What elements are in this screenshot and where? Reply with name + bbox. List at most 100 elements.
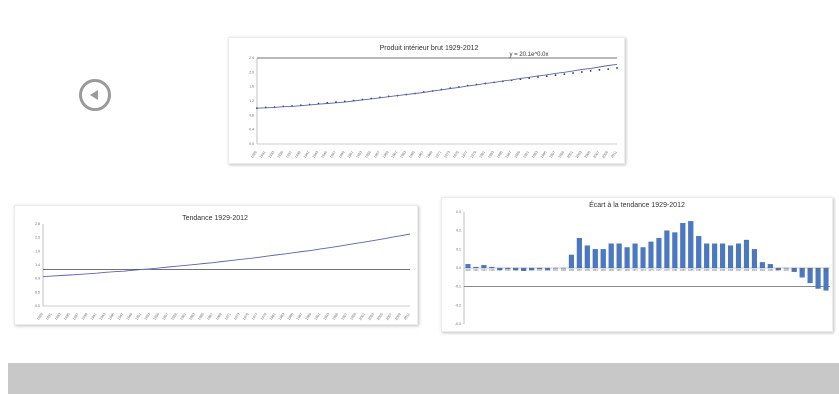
chart-trend-svg: Tendance 1929-2012 0.0 0.5 0.9 1.4 1.9 2.3 2.8… [35,215,411,321]
x-tick-label: 2003 [367,312,375,321]
bar [807,267,813,284]
circle-left-arrow-icon [90,90,98,100]
bar [680,223,686,269]
x-tick-label: 1961 [391,150,399,159]
x-tick-label: 1953 [355,150,363,159]
y-tick-label: 1.4 [35,263,40,267]
x-tick-label: 1939 [81,312,89,321]
x-tick-label: 1993 [531,150,539,159]
x-tick-label: 1995 [331,312,339,321]
x-tick-label: 1997 [340,312,348,321]
y-tick-label: 0.0 [249,142,254,146]
x-tick-label: 1941 [513,269,519,272]
x-tick-label: 1985 [688,269,694,272]
x-tick-label: 1965 [197,312,205,321]
x-tick-label: 1963 [601,269,607,272]
x-tick-label: 2003 [575,150,583,159]
x-tick-label: 1941 [90,312,98,321]
x-tick-label: 1933 [481,269,487,272]
x-tick-label: 1953 [561,269,567,272]
x-tick-label: 1931 [473,269,479,272]
x-tick-label: 1951 [553,269,559,272]
bar [640,247,646,269]
x-tick-label: 1957 [161,312,169,321]
x-tick-label: 1933 [54,312,62,321]
x-tick-label: 1963 [399,150,407,159]
x-tick-label: 1987 [505,150,513,159]
bar [513,267,519,271]
data-point [545,75,548,78]
bar [529,267,535,271]
bar [751,249,757,269]
x-tick-label: 1937 [497,269,503,272]
x-tick-label: 1999 [557,150,565,159]
x-tick-label: 1935 [276,150,284,159]
x-tick-label: 1977 [461,150,469,159]
x-tick-label: 2017 [815,269,821,272]
y-tick-label: 0.4 [249,128,254,132]
y-tick-label: 1.6 [249,85,254,89]
bar [664,230,670,269]
y-tick-label: 2.4 [249,56,254,60]
x-tick-label: 1973 [233,312,241,321]
bar [600,249,606,269]
data-point [598,68,601,71]
y-tick-label: 1.2 [249,99,254,103]
bar [688,221,694,269]
x-tick-label: 1939 [505,269,511,272]
x-tick-label: 1937 [285,150,293,159]
x-tick-label: 1929 [465,269,471,272]
y-tick-label: 0.2 [456,229,461,233]
bottom-bar [8,363,839,394]
y-tick-label: 1.9 [35,249,40,253]
chart-title: Produit intérieur brut 1929-2012 [380,45,479,52]
x-tick-label: 1949 [545,269,551,272]
x-tick-label: 1971 [224,312,232,321]
bar [743,239,749,269]
y-tick-label: 2.0 [249,70,254,74]
x-tick-label: 1947 [537,269,543,272]
bar [704,243,710,269]
y-tick-label: 0.0 [456,266,461,270]
bar [775,267,781,271]
x-tick-label: 1961 [179,312,187,321]
bar [823,267,829,291]
x-tick-label: 1945 [529,269,535,272]
bar [584,245,590,269]
x-tick-label: 2001 [752,269,758,272]
bar [720,243,726,269]
chart-deviation: Écart à la tendance 1929-2012 -0.3 -0.2 -0… [441,197,833,332]
bar [759,262,765,269]
previous-button[interactable] [79,79,111,111]
x-tick-label: 1951 [135,312,143,321]
x-tick-label: 2001 [566,150,574,159]
x-tick-label: 1987 [696,269,702,272]
bar [735,243,742,269]
x-tick-label: 2013 [799,269,805,272]
x-tick-label: 1999 [349,312,357,321]
x-tick-label: 1993 [323,312,331,321]
x-tick-label: 1981 [269,312,277,321]
x-tick-label: 2003 [760,269,766,272]
data-point [554,74,557,77]
y-tick-label: 0.3 [456,210,461,214]
x-tick-label: 1935 [63,312,71,321]
chart-gdp: Produit intérieur brut 1929-2012 y = 20.… [228,37,625,164]
x-tick-label: 2009 [394,312,402,321]
chart-title: Tendance 1929-2012 [182,215,248,222]
x-tick-label: 1967 [417,150,425,159]
x-tick-label: 1989 [704,269,710,272]
bar [576,237,582,269]
x-tick-label: 1955 [364,150,372,159]
x-tick-label: 1989 [305,312,313,321]
x-tick-label: 1983 [278,312,286,321]
x-tick-label: 1965 [609,269,615,272]
x-tick-label: 2005 [584,150,592,159]
bar [696,236,702,269]
x-tick-label: 1929 [36,312,44,321]
y-tick-label: 0.8 [249,113,254,117]
bar [616,243,622,269]
x-tick-label: 1949 [126,312,134,321]
bar [815,267,821,289]
bar [497,267,503,271]
